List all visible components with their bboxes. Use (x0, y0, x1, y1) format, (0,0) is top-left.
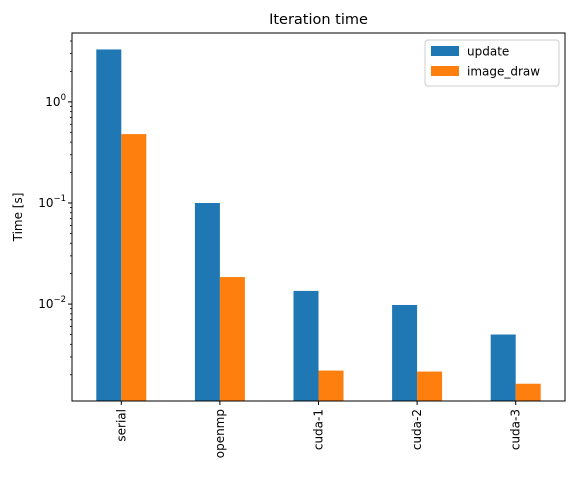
bar-image_draw-cuda-3 (515, 383, 541, 401)
x-tick-label: serial (114, 409, 128, 442)
x-tick-label: cuda-3 (509, 409, 523, 450)
bar-update-cuda-3 (490, 334, 516, 401)
bar-update-cuda-2 (392, 304, 418, 401)
y-tick-label: 100 (45, 93, 66, 109)
x-tick-label: cuda-1 (312, 409, 326, 450)
bar-update-openmp (194, 202, 220, 401)
y-axis-label: Time [s] (11, 193, 25, 243)
bar-image_draw-cuda-2 (417, 371, 443, 401)
y-axis-ticks: 10−2 10−1 100 (38, 93, 72, 311)
bar-update-cuda-1 (293, 290, 319, 401)
legend-label-update: update (467, 45, 509, 59)
bar-update-serial (96, 49, 122, 401)
y-tick-label: 10−1 (38, 194, 66, 210)
x-axis-ticks: serial openmp cuda-1 cuda-2 cuda-3 (114, 401, 523, 458)
x-tick-label: cuda-2 (410, 409, 424, 450)
bar-image_draw-cuda-1 (318, 370, 344, 401)
bar-image_draw-openmp (219, 277, 245, 401)
bar-image_draw-serial (121, 134, 147, 402)
x-tick-label: openmp (213, 409, 227, 458)
chart-title: Iteration time (269, 12, 368, 28)
legend-label-image_draw: image_draw (467, 65, 540, 79)
y-tick-label: 10−2 (38, 295, 66, 311)
legend: update image_draw (424, 39, 560, 87)
legend-swatch-update (431, 46, 459, 56)
bars-group (96, 49, 541, 402)
legend-swatch-image_draw (431, 66, 459, 76)
plot-frame (71, 32, 566, 402)
